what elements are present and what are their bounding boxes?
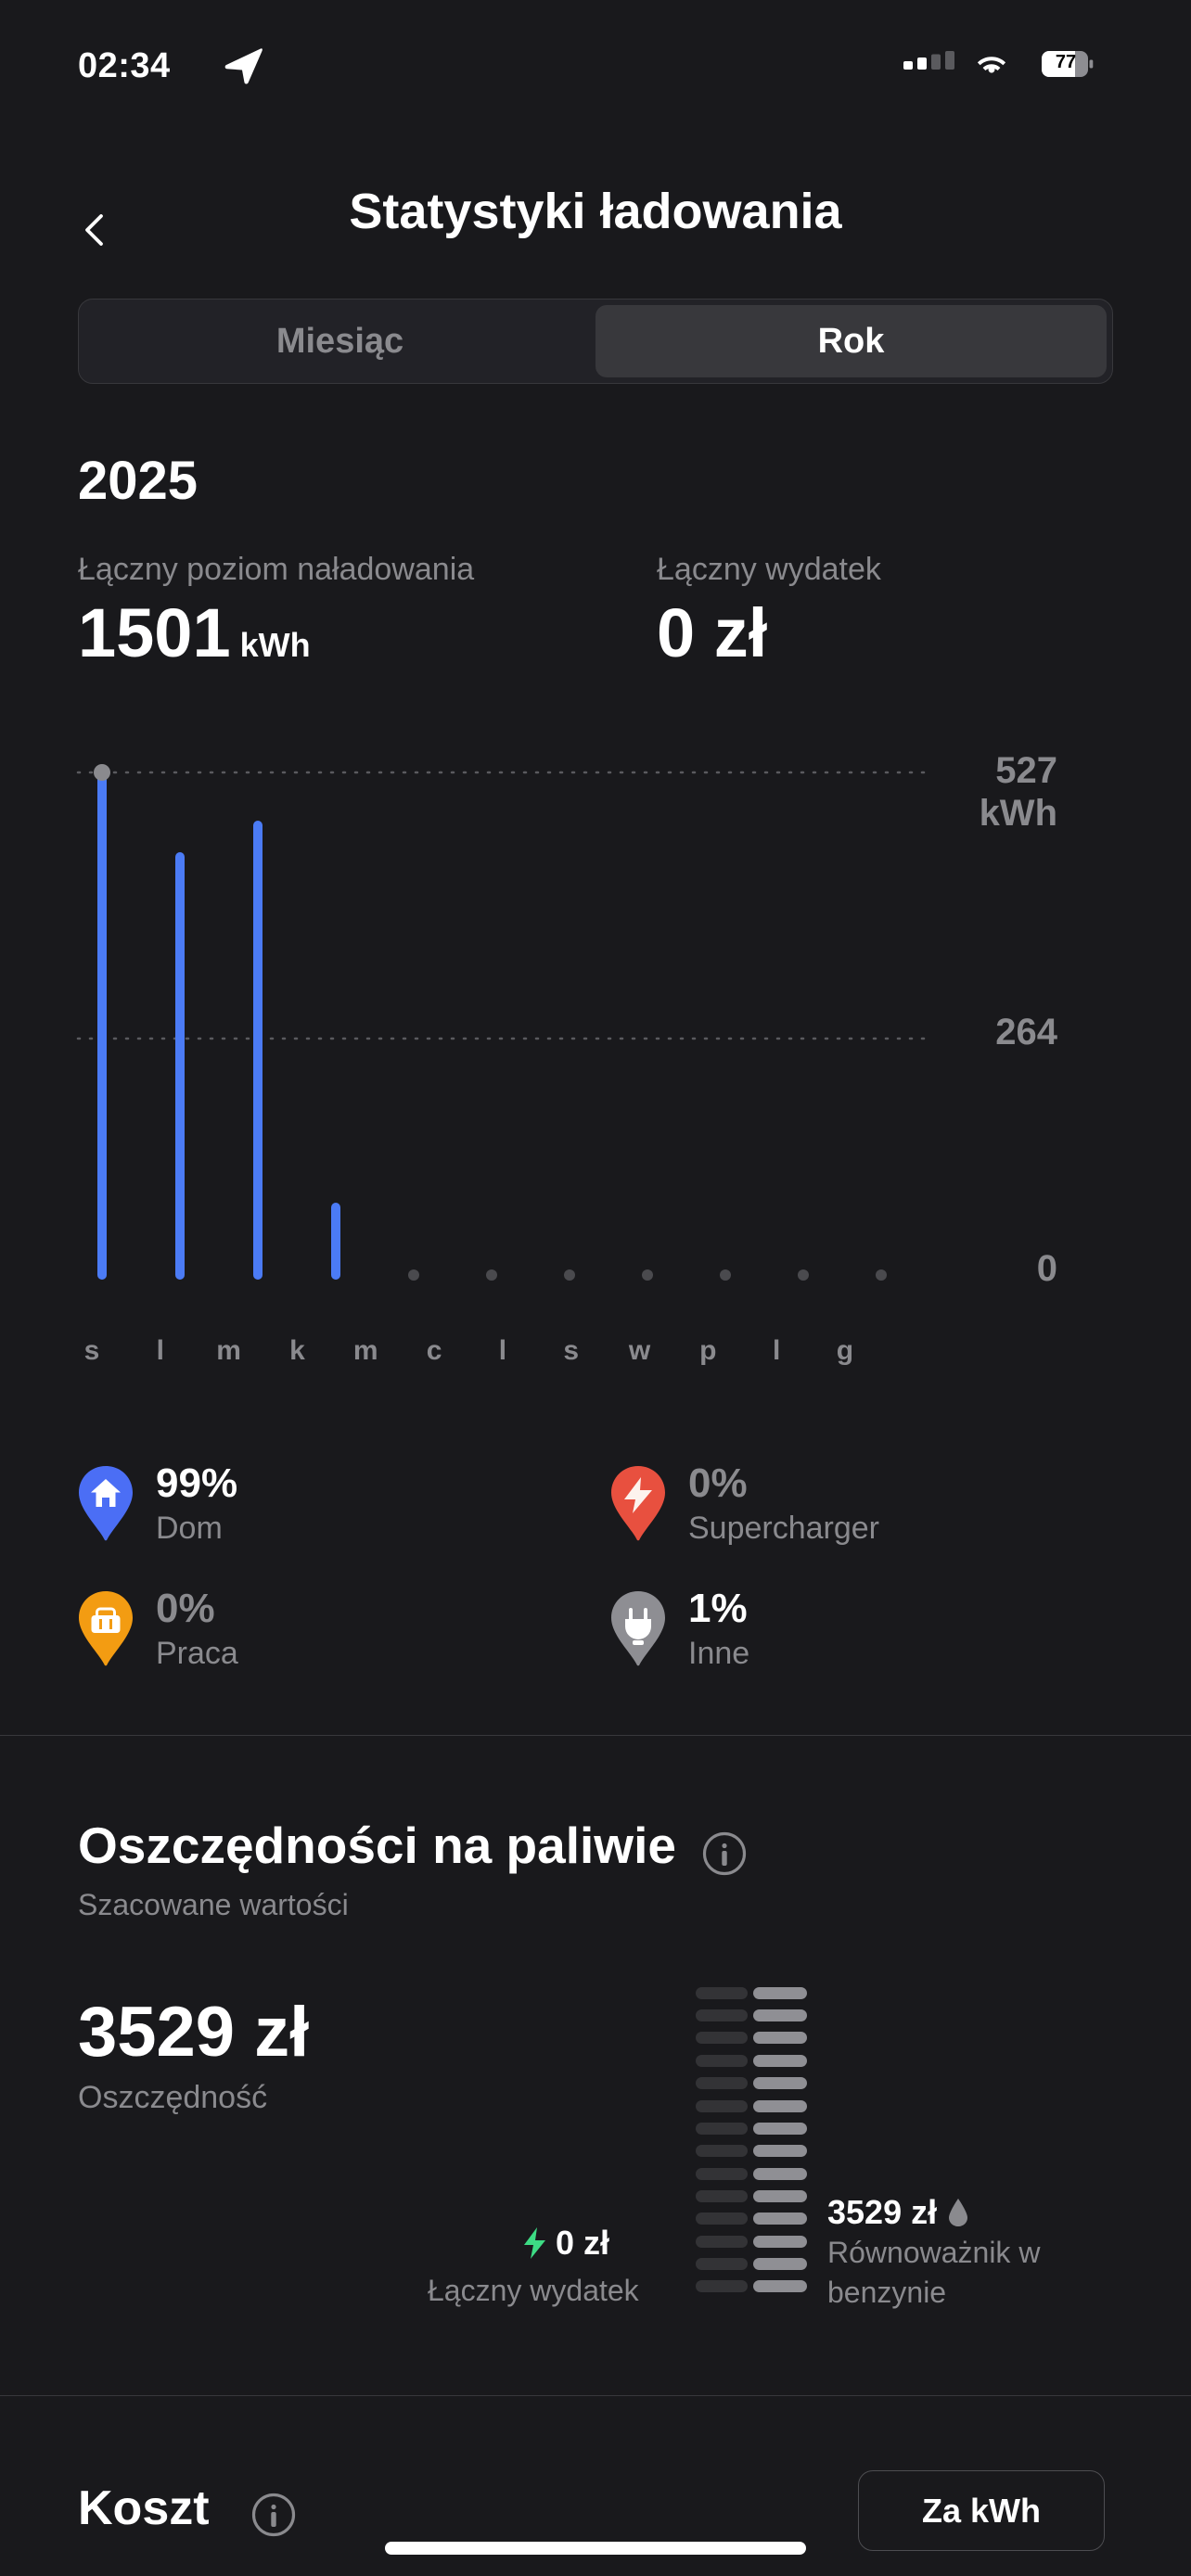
svg-text:264: 264 [995, 1012, 1057, 1052]
svg-text:0: 0 [1037, 1248, 1057, 1289]
svg-text:kWh: kWh [980, 793, 1057, 834]
svg-text:527: 527 [995, 750, 1057, 791]
